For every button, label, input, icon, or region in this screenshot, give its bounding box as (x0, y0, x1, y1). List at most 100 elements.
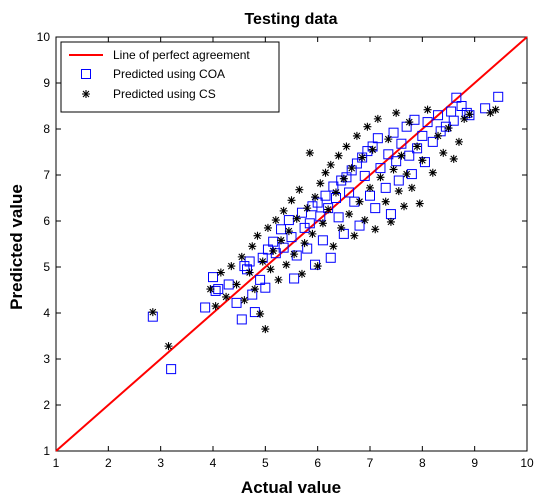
cs-point (402, 170, 411, 179)
cs-point (253, 231, 262, 240)
coa-point (304, 218, 315, 229)
coa-point (451, 92, 462, 103)
cs-point (308, 229, 317, 238)
y-tick-label: 10 (37, 30, 51, 44)
cs-point (295, 185, 304, 194)
y-axis-label: Predicted value (7, 184, 26, 310)
legend-square-marker (81, 69, 91, 79)
cs-point (434, 131, 443, 140)
cs-point (269, 246, 278, 255)
coa-point (249, 307, 260, 318)
coa-point (328, 181, 339, 192)
cs-point (266, 265, 275, 274)
cs-point (400, 202, 409, 211)
coa-point (433, 110, 444, 121)
coa-point (456, 101, 467, 111)
cs-point (413, 142, 422, 151)
coa-point (354, 220, 365, 231)
coa-point (396, 138, 407, 149)
coa-point (231, 297, 242, 308)
cs-series (148, 105, 500, 351)
cs-point (392, 108, 401, 117)
cs-point (376, 173, 385, 182)
cs-point (394, 187, 403, 196)
coa-point (289, 273, 300, 284)
coa-point (370, 203, 381, 214)
coa-point (242, 264, 253, 275)
coa-point (417, 130, 428, 141)
cs-point (347, 164, 356, 173)
cs-point (342, 142, 351, 151)
cs-point (491, 105, 500, 114)
cs-point (245, 268, 254, 277)
cs-point (428, 168, 437, 177)
coa-point (372, 133, 383, 144)
cs-point (316, 179, 325, 188)
legend-box (60, 41, 280, 113)
cs-point (227, 262, 236, 271)
cs-point (397, 151, 406, 160)
x-axis-label: Actual value (241, 478, 341, 497)
cs-point (274, 275, 283, 284)
cs-point (206, 285, 215, 294)
cs-point (305, 148, 314, 157)
cs-point (423, 105, 432, 114)
chart-title: Testing data (244, 11, 337, 28)
cs-point (279, 206, 288, 215)
coa-point (351, 158, 362, 169)
cs-point (358, 153, 367, 162)
cs-point (211, 302, 220, 311)
x-tick-label: 3 (157, 456, 164, 470)
cs-point (164, 342, 173, 351)
cs-point (287, 196, 296, 205)
coa-point (166, 364, 177, 375)
coa-point (409, 114, 420, 125)
cs-point (284, 227, 293, 236)
y-tick-label: 5 (43, 260, 50, 274)
legend-label-coa: Predicted using COA (113, 67, 225, 81)
cs-point (326, 160, 335, 169)
cs-point (486, 108, 495, 117)
coa-point (260, 282, 271, 293)
cs-point (381, 197, 390, 206)
perfect-agreement-line (55, 36, 528, 452)
coa-point (375, 163, 386, 174)
y-tick-label: 3 (43, 352, 50, 366)
cs-point (444, 124, 453, 133)
cs-point (439, 148, 448, 157)
cs-point (258, 257, 267, 266)
coa-point (208, 272, 218, 283)
cs-point (329, 242, 338, 251)
cs-point (339, 174, 348, 183)
y-tick-label: 9 (43, 76, 50, 90)
coa-point (307, 201, 318, 212)
cs-point (454, 137, 463, 146)
x-tick-label: 5 (262, 456, 269, 470)
coa-point (422, 117, 433, 128)
cs-point (261, 325, 270, 334)
x-tick-label: 10 (520, 456, 534, 470)
coa-point (325, 252, 336, 263)
coa-point (357, 152, 368, 163)
coa-point (480, 103, 491, 114)
cs-point (292, 214, 301, 223)
coa-point (359, 170, 370, 181)
coa-point (317, 235, 328, 246)
cs-point (384, 135, 393, 144)
cs-point (324, 205, 333, 214)
cs-point (263, 223, 272, 232)
coa-point (200, 302, 211, 313)
coa-point (268, 236, 279, 247)
cs-point (232, 280, 241, 289)
cs-point (222, 292, 231, 301)
cs-point (334, 151, 343, 160)
cs-point (337, 223, 346, 232)
cs-point (271, 216, 280, 225)
cs-point (311, 193, 320, 202)
coa-point (380, 182, 391, 193)
coa-point (286, 232, 297, 243)
coa-point (320, 190, 331, 201)
coa-point (448, 115, 459, 126)
